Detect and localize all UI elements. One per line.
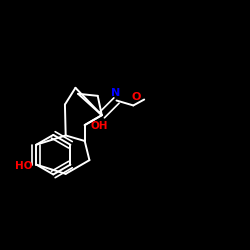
Text: N: N (111, 88, 120, 98)
Text: HO: HO (15, 161, 32, 171)
Text: OH: OH (90, 121, 108, 131)
Text: O: O (131, 92, 140, 102)
